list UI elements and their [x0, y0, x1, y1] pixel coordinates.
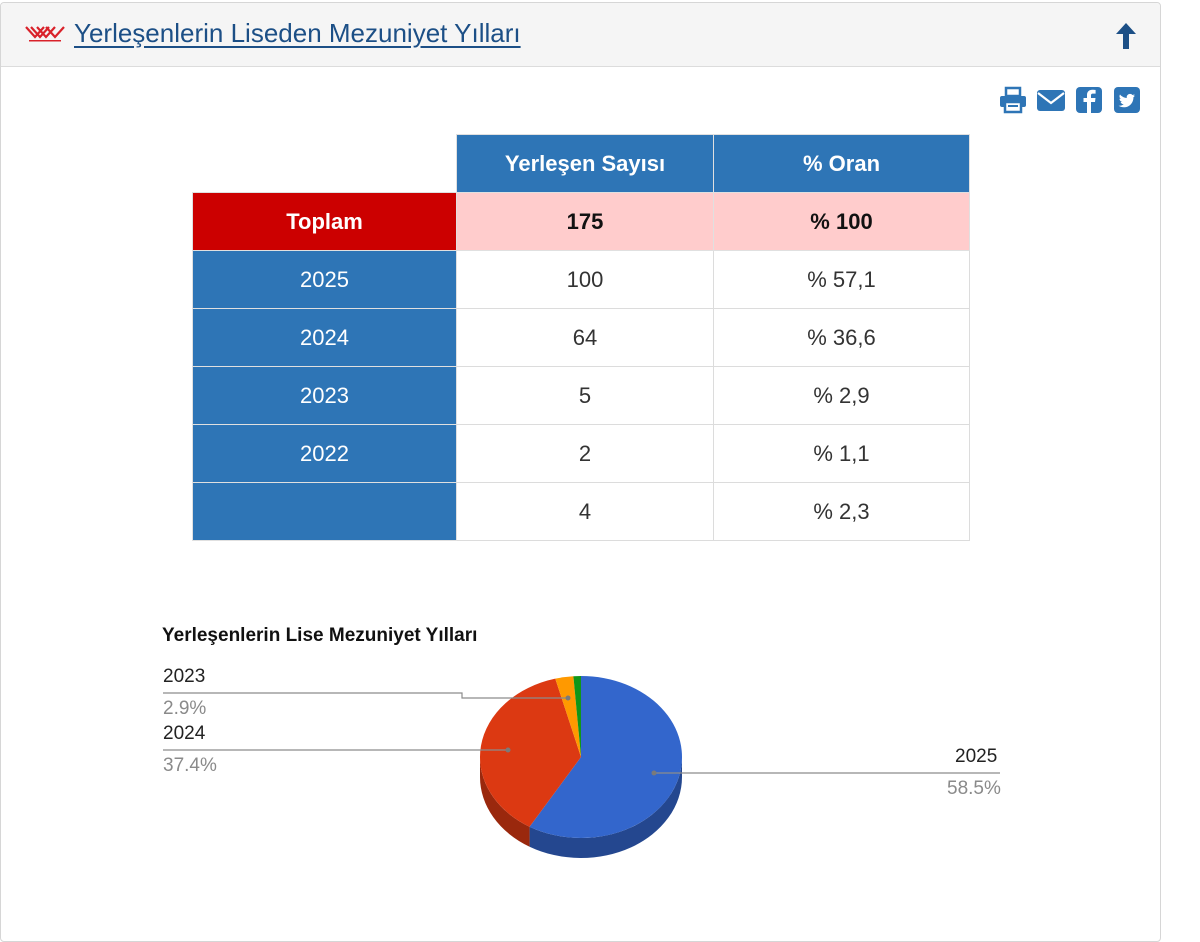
print-icon[interactable]	[998, 85, 1028, 115]
callout-name-2023: 2023	[163, 666, 206, 687]
twitter-icon[interactable]	[1112, 85, 1142, 115]
pie-slice-2025[interactable]	[529, 676, 682, 838]
row-count: 4	[456, 482, 714, 541]
scroll-to-top-icon[interactable]	[1113, 21, 1139, 51]
leader-dot-2023	[565, 695, 571, 701]
table-row: 2023 5 % 2,9	[192, 366, 970, 425]
email-icon[interactable]	[1036, 85, 1066, 115]
row-year	[192, 482, 457, 541]
row-year: 2022	[192, 424, 457, 483]
column-header-percent: % Oran	[713, 134, 970, 193]
row-year: 2025	[192, 250, 457, 309]
callout-percent-2025: 58.5%	[947, 778, 1001, 799]
pie-slice-2022[interactable]	[573, 676, 581, 757]
row-percent: % 36,6	[713, 308, 970, 367]
row-count: 64	[456, 308, 714, 367]
row-year: 2024	[192, 308, 457, 367]
yok-logo	[25, 26, 65, 42]
chart-title: Yerleşenlerin Lise Mezuniyet Yılları	[162, 625, 478, 646]
pie-slice-2024[interactable]	[479, 678, 581, 827]
callout-name-2024: 2024	[163, 723, 206, 744]
graduation-year-table: Yerleşen Sayısı % Oran Toplam 175 % 100 …	[192, 134, 970, 541]
row-percent: % 57,1	[713, 250, 970, 309]
table-row: 2025 100 % 57,1	[192, 250, 970, 309]
table-corner	[192, 134, 457, 193]
pie-side-2025	[529, 757, 682, 859]
total-label: Toplam	[192, 192, 457, 251]
pie-side-2024	[480, 757, 530, 847]
callout-percent-2023: 2.9%	[163, 698, 207, 719]
table-header-row: Yerleşen Sayısı % Oran	[192, 134, 970, 193]
row-count: 5	[456, 366, 714, 425]
share-toolbar	[998, 85, 1142, 115]
panel-title-link[interactable]: Yerleşenlerin Liseden Mezuniyet Yılları	[74, 18, 521, 48]
table-row: 2022 2 % 1,1	[192, 424, 970, 483]
column-header-count: Yerleşen Sayısı	[456, 134, 714, 193]
facebook-icon[interactable]	[1074, 85, 1104, 115]
callout-name-2025: 2025	[955, 746, 998, 767]
row-year: 2023	[192, 366, 457, 425]
total-count: 175	[456, 192, 714, 251]
pie-slice-2023[interactable]	[555, 676, 581, 757]
panel-header: Yerleşenlerin Liseden Mezuniyet Yılları	[1, 3, 1160, 67]
leader-dot-2025	[651, 770, 657, 776]
callout-percent-2024: 37.4%	[163, 755, 217, 776]
leader-dot-2024	[505, 747, 511, 753]
table-row: 4 % 2,3	[192, 482, 970, 541]
leader-line-2023	[163, 692, 568, 699]
table-row: 2024 64 % 36,6	[192, 308, 970, 367]
row-percent: % 2,3	[713, 482, 970, 541]
row-percent: % 2,9	[713, 366, 970, 425]
row-count: 2	[456, 424, 714, 483]
